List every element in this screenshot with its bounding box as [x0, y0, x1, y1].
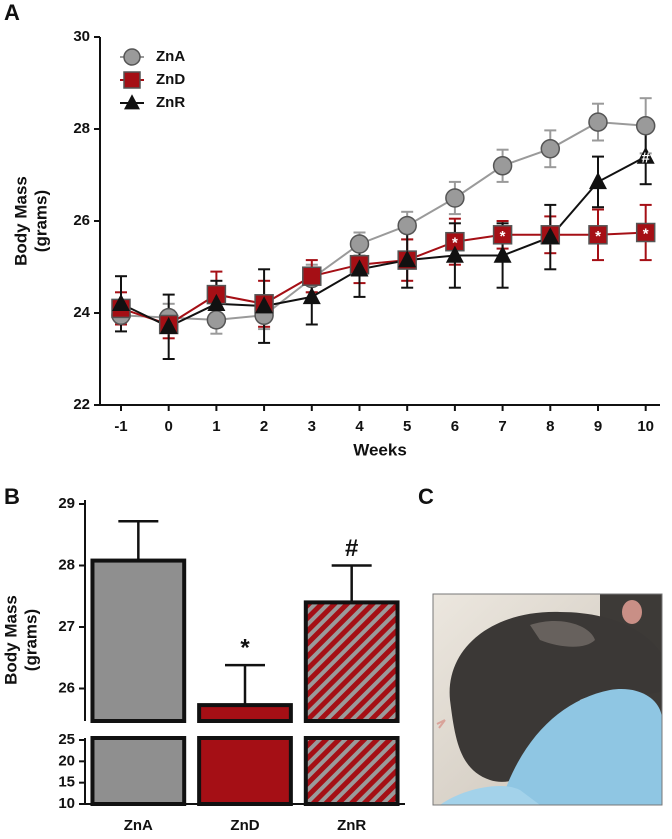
bar: [303, 736, 400, 806]
marker: [492, 225, 513, 245]
y-tick-label: 24: [73, 304, 90, 321]
x-tick-label: -1: [114, 418, 127, 435]
marker: [397, 215, 417, 236]
x-tick-label: 0: [165, 418, 173, 435]
marker: [255, 296, 274, 314]
marker: [588, 172, 607, 190]
point-label: *: [595, 228, 601, 245]
x-tick-label: ZnR: [337, 817, 366, 834]
y-axis-title: (grams): [31, 190, 50, 252]
marker: [445, 188, 465, 208]
y-tick-label: 29: [58, 495, 75, 512]
point-label: *: [643, 225, 649, 242]
marker: [635, 222, 656, 243]
series-line: [120, 155, 647, 328]
marker: [588, 225, 608, 245]
y-tick-label: 22: [73, 396, 90, 413]
y-tick-label: 28: [73, 120, 90, 137]
y-tick-label: 26: [73, 212, 90, 229]
x-tick-label: ZnA: [124, 817, 153, 834]
bar: [303, 600, 400, 724]
bar-label: #: [345, 535, 358, 562]
marker: [111, 293, 130, 311]
x-tick-label: 9: [594, 418, 602, 435]
point-label: #: [642, 150, 651, 167]
y-tick-label: 28: [58, 556, 75, 573]
series-line: [120, 121, 646, 321]
legend-label: ZnD: [156, 71, 185, 88]
panel-label: A: [4, 0, 20, 25]
y-axis-title: Body Mass: [1, 595, 20, 685]
x-axis-title: Weeks: [353, 440, 407, 459]
marker: [207, 293, 226, 311]
marker: [492, 156, 513, 176]
x-tick-label: 10: [637, 418, 654, 435]
bar-label: *: [240, 634, 250, 661]
point-label: *: [500, 228, 506, 245]
x-tick-label: 8: [546, 418, 554, 435]
photo: [433, 594, 662, 805]
x-tick-label: 5: [403, 418, 411, 435]
x-tick-label: 7: [498, 418, 506, 435]
photo-frame: [432, 593, 663, 806]
bar: [197, 736, 293, 806]
panel-label: B: [4, 484, 20, 509]
legend-label: ZnR: [156, 94, 185, 111]
y-axis-title: (grams): [21, 609, 40, 671]
bar: [90, 736, 187, 806]
series-line: [120, 231, 646, 326]
marker: [302, 287, 321, 305]
panel-label: C: [418, 484, 434, 509]
bar: [197, 703, 293, 723]
y-tick-label: 15: [58, 774, 75, 791]
legend-label: ZnA: [156, 48, 185, 65]
marker: [635, 116, 656, 136]
marker: [588, 112, 608, 132]
marker: [350, 259, 369, 277]
marker: [636, 146, 655, 164]
y-tick-label: 10: [58, 795, 75, 812]
y-tick-label: 30: [73, 28, 90, 45]
x-tick-label: ZnD: [230, 817, 259, 834]
bar: [90, 558, 187, 724]
marker: [445, 245, 464, 263]
marker: [398, 250, 417, 268]
marker: [302, 266, 322, 286]
point-label: *: [452, 235, 458, 252]
marker: [159, 316, 178, 334]
marker: [123, 71, 141, 89]
x-tick-label: 6: [451, 418, 459, 435]
y-tick-label: 26: [58, 679, 75, 696]
y-tick-label: 20: [58, 752, 75, 769]
marker: [124, 94, 140, 110]
marker: [206, 310, 227, 330]
x-tick-label: 4: [355, 418, 364, 435]
y-axis-title: Body Mass: [11, 176, 30, 266]
marker: [493, 245, 512, 263]
y-tick-label: 27: [58, 618, 75, 635]
y-tick-label: 25: [58, 731, 75, 748]
x-tick-label: 2: [260, 418, 268, 435]
marker: [540, 139, 561, 159]
x-tick-label: 3: [308, 418, 316, 435]
x-tick-label: 1: [212, 418, 220, 435]
marker: [541, 227, 560, 245]
marker: [123, 48, 141, 66]
marker: [349, 234, 370, 254]
